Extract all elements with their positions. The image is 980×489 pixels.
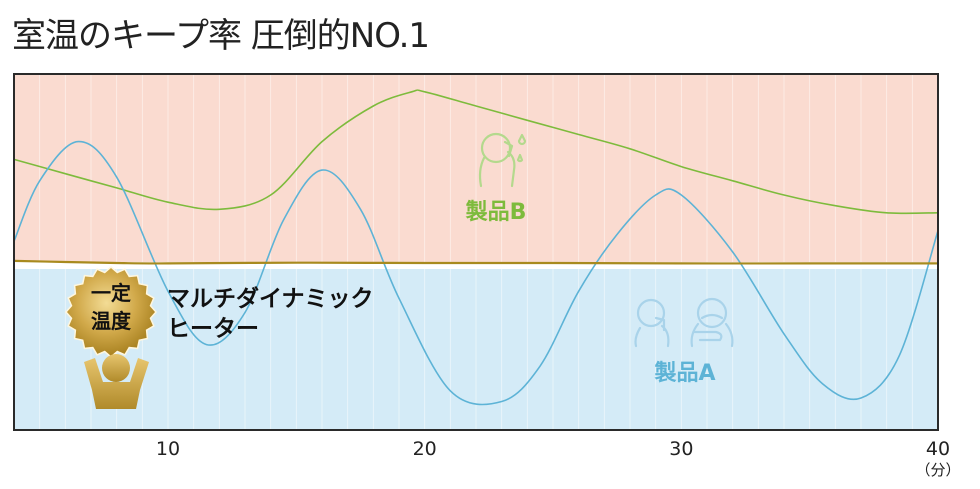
x-tick-label: 30 [669, 438, 693, 460]
happy-person-icon [84, 354, 149, 409]
series-line-b [13, 89, 939, 215]
chart-title: 室温のキープ率 圧倒的NO.1 [12, 16, 430, 56]
constant-temperature-badge: 一定 温度 [65, 266, 157, 358]
heater-label-line-1: マルチダイナミック [167, 285, 374, 312]
series-label-a: 製品A [653, 360, 715, 386]
badge-text-line-2: 温度 [91, 309, 132, 333]
heater-label-line-2: ヒーター [167, 316, 259, 342]
x-tick-label: 40 [926, 438, 950, 460]
series-line-a [13, 140, 939, 406]
cold-person-icon [634, 297, 734, 348]
x-unit-label: （分） [915, 461, 960, 479]
badge-text-line-1: 一定 [91, 281, 131, 305]
x-tick-label: 20 [413, 438, 437, 460]
sweating-person-icon [478, 132, 527, 188]
plot-frame [13, 73, 939, 431]
x-tick-label: 10 [156, 438, 180, 460]
series-label-b: 製品B [465, 199, 527, 225]
series-line-heater [12, 259, 940, 265]
